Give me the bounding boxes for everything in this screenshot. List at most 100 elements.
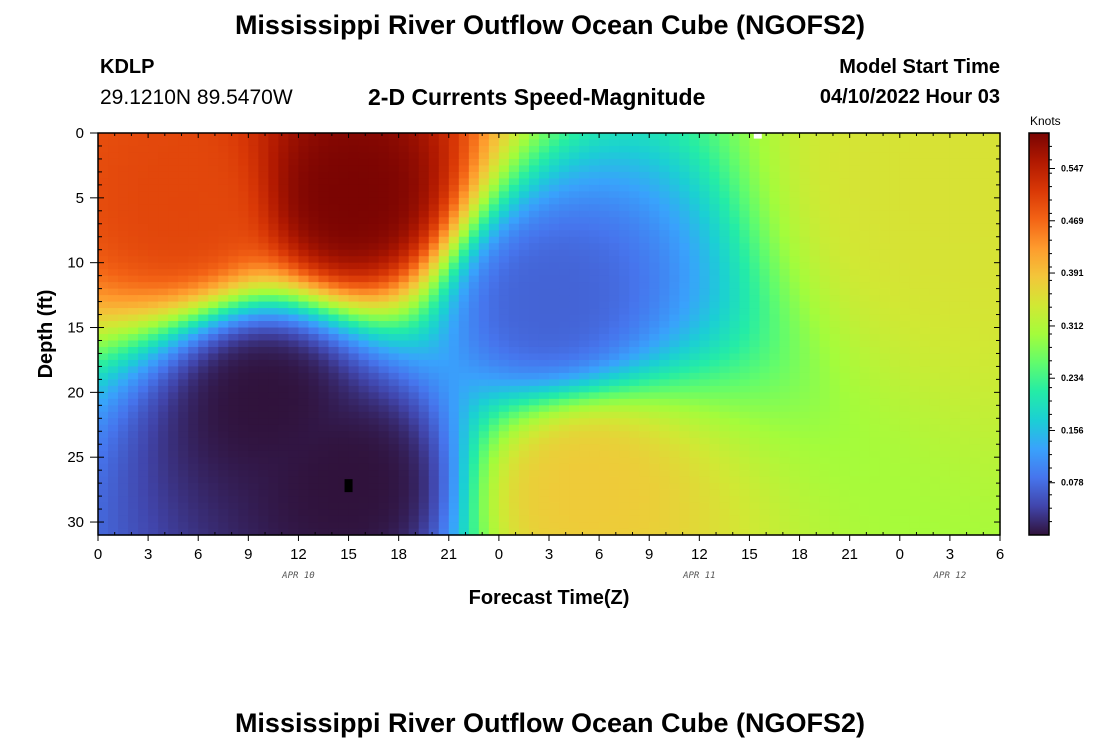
heatmap-cell	[238, 321, 249, 329]
heatmap-cell	[128, 457, 139, 465]
heatmap-cell	[378, 489, 390, 497]
heatmap-cell	[869, 444, 881, 452]
heatmap-cell	[508, 197, 520, 205]
heatmap-cell	[569, 210, 580, 218]
heatmap-cell	[158, 321, 169, 329]
heatmap-cell	[408, 483, 420, 491]
heatmap-cell	[458, 230, 470, 238]
heatmap-cell	[508, 359, 520, 368]
heatmap-cell	[138, 204, 149, 212]
heatmap-cell	[378, 171, 390, 179]
heatmap-cell	[448, 372, 460, 380]
heatmap-cell	[869, 171, 881, 179]
heatmap-cell	[839, 437, 851, 445]
heatmap-cell	[739, 334, 751, 342]
heatmap-cell	[528, 340, 540, 348]
heatmap-cell	[518, 418, 530, 426]
heatmap-cell	[358, 444, 370, 452]
heatmap-cell	[268, 346, 279, 355]
heatmap-cell	[318, 483, 330, 491]
heatmap-cell	[919, 184, 931, 192]
heatmap-cell	[909, 424, 921, 432]
heatmap-cell	[649, 249, 660, 257]
heatmap-cell	[679, 165, 690, 173]
heatmap-cell	[368, 308, 380, 316]
heatmap-cell	[659, 450, 670, 458]
heatmap-cell	[569, 269, 580, 277]
heatmap-cell	[689, 301, 700, 309]
heatmap-cell	[158, 483, 169, 491]
heatmap-cell	[458, 217, 470, 225]
heatmap-cell	[559, 314, 570, 322]
heatmap-cell	[228, 191, 239, 199]
heatmap-cell	[629, 411, 640, 419]
heatmap-cell	[448, 165, 460, 173]
heatmap-cell	[478, 346, 490, 355]
heatmap-cell	[478, 223, 490, 231]
heatmap-cell	[609, 236, 620, 244]
heatmap-cell	[739, 372, 751, 380]
heatmap-cell	[619, 165, 630, 173]
heatmap-cell	[809, 457, 821, 465]
heatmap-cell	[689, 366, 700, 374]
heatmap-cell	[328, 295, 340, 303]
heatmap-cell	[98, 450, 109, 458]
heatmap-cell	[248, 437, 259, 445]
heatmap-cell	[579, 191, 590, 199]
heatmap-cell	[609, 463, 620, 471]
heatmap-cell	[789, 366, 801, 374]
heatmap-cell	[288, 191, 300, 199]
heatmap-cell	[288, 314, 300, 322]
heatmap-cell	[869, 411, 881, 419]
heatmap-cell	[408, 353, 420, 361]
heatmap-cell	[579, 243, 590, 251]
heatmap-cell	[709, 204, 720, 212]
heatmap-cell	[108, 489, 119, 497]
heatmap-cell	[849, 165, 861, 173]
heatmap-cell	[138, 262, 149, 270]
heatmap-cell	[699, 372, 710, 380]
heatmap-cell	[769, 379, 781, 387]
heatmap-cell	[929, 463, 941, 471]
heatmap-cell	[889, 411, 901, 419]
heatmap-cell	[508, 145, 520, 154]
heatmap-cell	[819, 476, 831, 484]
heatmap-cell	[619, 340, 630, 348]
heatmap-cell	[829, 463, 841, 471]
heatmap-cell	[338, 405, 350, 413]
heatmap-cell	[779, 411, 791, 419]
heatmap-cell	[769, 301, 781, 309]
heatmap-cell	[879, 295, 891, 303]
heatmap-cell	[709, 210, 720, 218]
heatmap-cell	[458, 392, 470, 400]
heatmap-cell	[549, 171, 560, 179]
heatmap-cell	[268, 353, 279, 361]
heatmap-cell	[779, 282, 791, 290]
heatmap-cell	[909, 269, 921, 277]
heatmap-cell	[619, 470, 630, 478]
heatmap-cell	[719, 457, 730, 465]
heatmap-cell	[368, 152, 380, 160]
heatmap-cell	[779, 288, 791, 296]
heatmap-cell	[248, 379, 259, 387]
heatmap-cell	[358, 463, 370, 471]
heatmap-cell	[498, 308, 510, 316]
heatmap-cell	[839, 256, 851, 264]
heatmap-cell	[468, 405, 480, 413]
heatmap-cell	[258, 359, 269, 368]
heatmap-cell	[849, 191, 861, 199]
heatmap-cell	[308, 139, 320, 147]
heatmap-cell	[118, 327, 129, 335]
heatmap-cell	[989, 321, 1001, 329]
heatmap-cell	[268, 184, 279, 192]
heatmap-cell	[719, 444, 730, 452]
heatmap-cell	[619, 139, 630, 147]
heatmap-cell	[729, 398, 741, 406]
heatmap-cell	[789, 437, 801, 445]
heatmap-cell	[699, 418, 710, 426]
heatmap-cell	[138, 133, 149, 141]
heatmap-cell	[979, 483, 991, 491]
heatmap-cell	[458, 372, 470, 380]
heatmap-cell	[538, 171, 550, 179]
heatmap-cell	[128, 301, 139, 309]
